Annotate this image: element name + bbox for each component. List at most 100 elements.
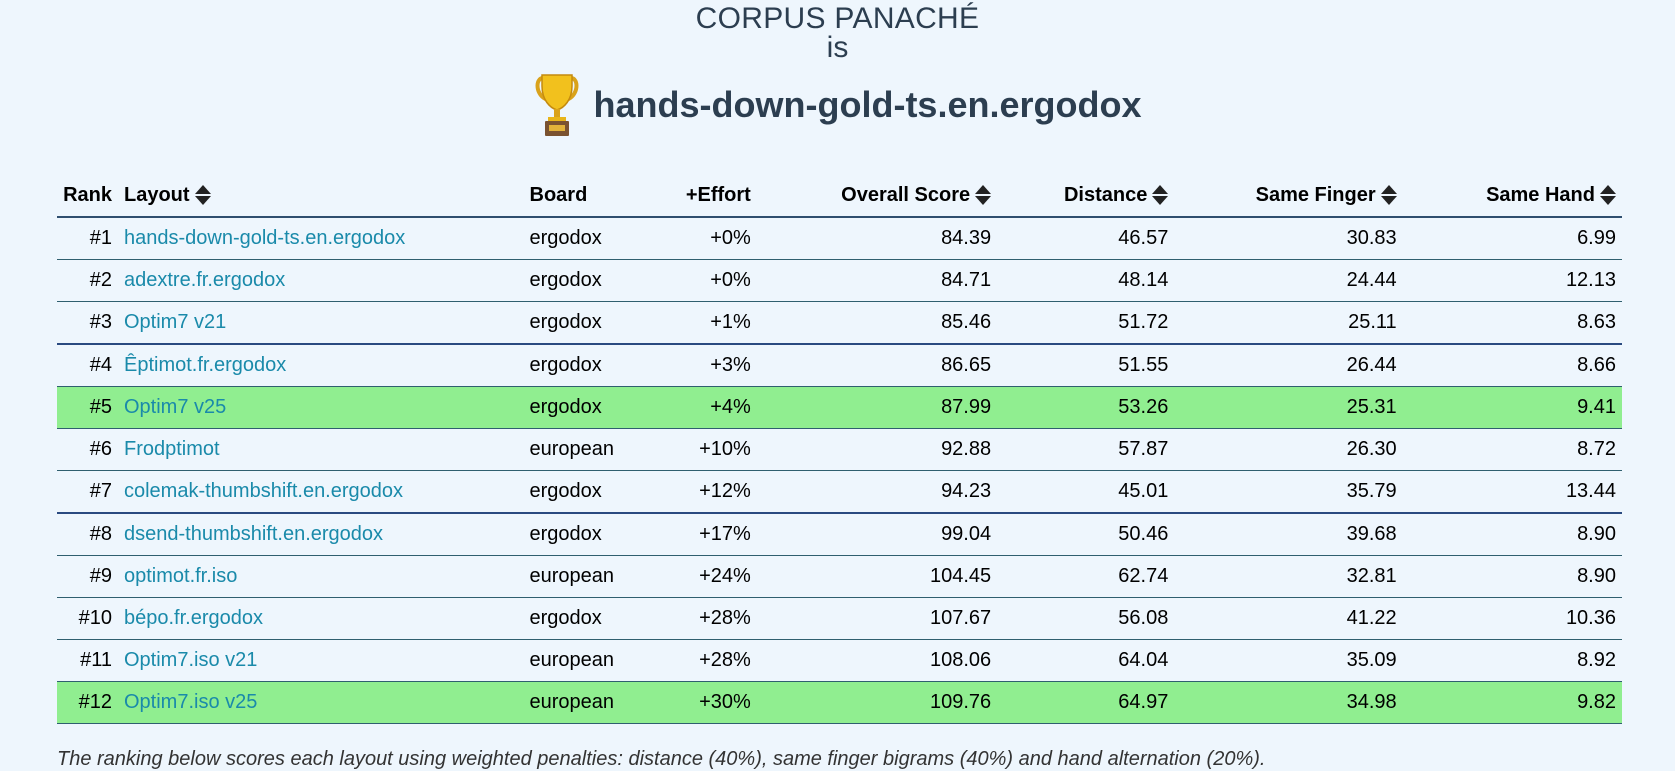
sort-icon[interactable] <box>1152 184 1169 206</box>
distance-cell: 51.72 <box>997 301 1175 345</box>
table-row: #8 dsend-thumbshift.en.ergodox ergodox +17%… <box>57 513 1622 556</box>
layout-link[interactable]: dsend-thumbshift.en.ergodox <box>123 523 384 545</box>
layout-link[interactable]: Optim7.iso v25 <box>123 691 258 713</box>
table-body: #1 hands-down-gold-ts.en.ergodox ergodox +0… <box>57 217 1622 724</box>
effort-cell: +10% <box>663 428 757 471</box>
effort-cell: +30% <box>663 681 757 724</box>
distance-cell: 45.01 <box>997 470 1175 514</box>
layout-cell: bépo.fr.ergodox <box>117 597 524 640</box>
same-finger-cell: 25.11 <box>1174 301 1403 345</box>
rank-cell: #12 <box>57 681 118 724</box>
layout-cell: Optim7.iso v25 <box>117 681 524 724</box>
same-hand-cell: 6.99 <box>1402 217 1622 260</box>
effort-cell: +3% <box>663 344 757 387</box>
same-finger-cell: 26.44 <box>1174 344 1403 387</box>
layout-link[interactable]: optimot.fr.iso <box>123 565 238 587</box>
distance-cell: 64.04 <box>997 639 1175 682</box>
layout-cell: dsend-thumbshift.en.ergodox <box>117 513 524 556</box>
col-header-overall-score[interactable]: Overall Score <box>756 174 998 218</box>
col-header-same-hand[interactable]: Same Hand <box>1402 174 1622 218</box>
same-hand-cell: 8.90 <box>1402 555 1622 598</box>
page-header: CORPUS PANACHÉ is hands-down-gold-ts.en.… <box>0 0 1675 140</box>
board-cell: ergodox <box>523 259 664 302</box>
layout-cell: Optim7 v21 <box>117 301 524 345</box>
table-row: #4 Êptimot.fr.ergodox ergodox +3% 86.65 51.55… <box>57 344 1622 387</box>
rank-cell: #6 <box>57 428 118 471</box>
layout-link[interactable]: hands-down-gold-ts.en.ergodox <box>123 227 406 249</box>
distance-cell: 62.74 <box>997 555 1175 598</box>
layout-link[interactable]: Frodptimot <box>123 438 220 460</box>
sort-icon[interactable] <box>1600 184 1616 206</box>
layout-link[interactable]: bépo.fr.ergodox <box>123 607 263 629</box>
layout-cell: optimot.fr.iso <box>117 555 524 598</box>
sort-icon[interactable] <box>194 184 211 206</box>
overall-score-cell: 84.39 <box>756 217 998 260</box>
same-finger-cell: 39.68 <box>1174 513 1403 556</box>
table-row: #6 Frodptimot european +10% 92.88 57.87 26.30 8… <box>57 428 1622 471</box>
board-cell: european <box>523 555 664 598</box>
layout-link[interactable]: colemak-thumbshift.en.ergodox <box>123 480 404 502</box>
distance-cell: 48.14 <box>997 259 1175 302</box>
layout-cell: Frodptimot <box>117 428 524 471</box>
same-hand-cell: 13.44 <box>1402 470 1622 514</box>
distance-cell: 56.08 <box>997 597 1175 640</box>
results-table: Rank Layout Board +Effort Overall Score … <box>57 174 1622 724</box>
same-finger-cell: 30.83 <box>1174 217 1403 260</box>
effort-cell: +17% <box>663 513 757 556</box>
layout-link[interactable]: Êptimot.fr.ergodox <box>123 354 287 376</box>
layout-cell: Optim7 v25 <box>117 386 524 429</box>
layout-link[interactable]: Optim7 v25 <box>123 396 227 418</box>
col-header-distance[interactable]: Distance <box>997 174 1175 218</box>
effort-cell: +1% <box>663 301 757 345</box>
table-row: #7 colemak-thumbshift.en.ergodox ergodox +1… <box>57 470 1622 514</box>
same-hand-cell: 8.72 <box>1402 428 1622 471</box>
same-finger-cell: 26.30 <box>1174 428 1403 471</box>
same-hand-cell: 10.36 <box>1402 597 1622 640</box>
layout-cell: colemak-thumbshift.en.ergodox <box>117 470 524 514</box>
table-row: #12 Optim7.iso v25 european +30% 109.76 64.97… <box>57 681 1622 724</box>
table-header: Rank Layout Board +Effort Overall Score … <box>57 174 1622 218</box>
layout-cell: hands-down-gold-ts.en.ergodox <box>117 217 524 260</box>
corpus-is-label: is <box>826 31 849 64</box>
same-finger-cell: 41.22 <box>1174 597 1403 640</box>
rank-cell: #11 <box>57 639 118 682</box>
table-row: #10 bépo.fr.ergodox ergodox +28% 107.67 56.08… <box>57 597 1622 640</box>
same-hand-cell: 8.90 <box>1402 513 1622 556</box>
effort-cell: +28% <box>663 597 757 640</box>
rank-cell: #1 <box>57 217 118 260</box>
overall-score-cell: 92.88 <box>756 428 998 471</box>
same-finger-cell: 24.44 <box>1174 259 1403 302</box>
distance-cell: 51.55 <box>997 344 1175 387</box>
same-hand-cell: 8.66 <box>1402 344 1622 387</box>
table-row: #11 Optim7.iso v21 european +28% 108.06 64.04… <box>57 639 1622 682</box>
sort-icon[interactable] <box>975 184 992 206</box>
overall-score-cell: 99.04 <box>756 513 998 556</box>
same-hand-cell: 8.63 <box>1402 301 1622 345</box>
layout-link[interactable]: adextre.fr.ergodox <box>123 269 286 291</box>
col-header-layout[interactable]: Layout <box>117 174 524 218</box>
overall-score-cell: 107.67 <box>756 597 998 640</box>
overall-score-cell: 87.99 <box>756 386 998 429</box>
layout-link[interactable]: Optim7 v21 <box>123 311 227 333</box>
same-finger-cell: 32.81 <box>1174 555 1403 598</box>
layout-link[interactable]: Optim7.iso v21 <box>123 649 258 671</box>
overall-score-cell: 86.65 <box>756 344 998 387</box>
board-cell: ergodox <box>523 344 664 387</box>
sort-icon[interactable] <box>1380 184 1397 206</box>
table-row: #3 Optim7 v21 ergodox +1% 85.46 51.72 25.11 8.6… <box>57 301 1622 345</box>
col-header-same-finger[interactable]: Same Finger <box>1174 174 1403 218</box>
same-finger-cell: 35.09 <box>1174 639 1403 682</box>
board-cell: european <box>523 681 664 724</box>
board-cell: ergodox <box>523 470 664 514</box>
distance-cell: 50.46 <box>997 513 1175 556</box>
overall-score-cell: 85.46 <box>756 301 998 345</box>
corpus-title: CORPUS PANACHÉ <box>695 2 980 35</box>
same-hand-cell: 9.82 <box>1402 681 1622 724</box>
winner-layout-name: hands-down-gold-ts.en.ergodox <box>593 84 1142 125</box>
rank-cell: #10 <box>57 597 118 640</box>
overall-score-cell: 108.06 <box>756 639 998 682</box>
rank-cell: #3 <box>57 301 118 345</box>
same-finger-cell: 35.79 <box>1174 470 1403 514</box>
header-row: Rank Layout Board +Effort Overall Score … <box>57 174 1622 218</box>
effort-cell: +0% <box>663 259 757 302</box>
